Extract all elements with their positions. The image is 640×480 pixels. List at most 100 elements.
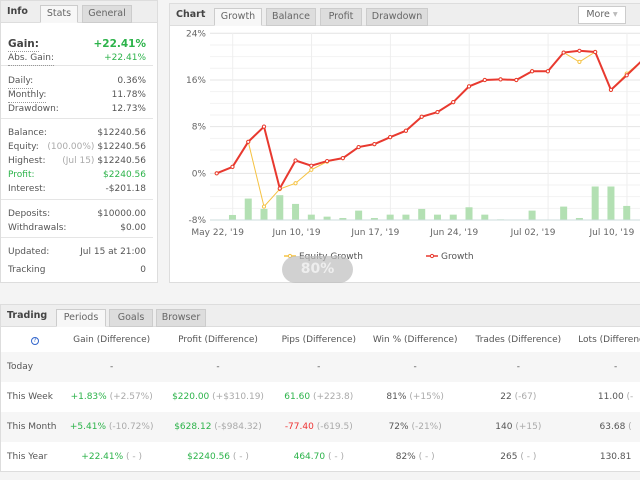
volume-bar — [370, 217, 378, 220]
info-value: 0 — [140, 265, 146, 275]
data-point — [277, 186, 282, 191]
x-tick-label: Jul 10, '19 — [589, 228, 635, 238]
tab-drawdown[interactable]: Drawdown — [366, 8, 428, 26]
volume-bar — [355, 210, 363, 220]
tab-stats[interactable]: Stats — [40, 5, 78, 23]
column-header[interactable]: Profit (Difference) — [178, 335, 258, 345]
info-title: Info — [7, 6, 28, 17]
info-label: Highest: — [8, 156, 46, 166]
data-point — [403, 128, 409, 133]
table-row: This Month +5.41% (-10.72%) $628.12 (-$984… — [1, 412, 640, 442]
table-cell: - — [413, 362, 417, 372]
data-point — [561, 50, 566, 55]
data-point — [214, 171, 219, 176]
volume-bar — [449, 214, 457, 220]
y-tick-label: 0% — [192, 169, 207, 179]
tab-balance[interactable]: Balance — [266, 8, 316, 26]
tab-general[interactable]: General — [82, 5, 132, 23]
tab-browser[interactable]: Browser — [156, 309, 206, 327]
tab-goals[interactable]: Goals — [109, 309, 153, 327]
data-point — [246, 139, 251, 144]
info-row-abs_gain: Abs. Gain: +22.41% — [8, 51, 146, 66]
info-row-tracking: Tracking 0 — [8, 263, 146, 277]
column-header[interactable]: Lots (Difference) — [578, 335, 640, 345]
data-point — [309, 163, 314, 168]
table-cell: $220.00 (+$310.19) — [172, 392, 264, 402]
series-line-1 — [216, 49, 640, 192]
tab-profit[interactable]: Profit — [320, 8, 362, 26]
info-value: Jul 15 at 21:00 — [80, 247, 146, 257]
period-label: This Year — [7, 452, 48, 462]
data-point — [372, 142, 377, 147]
data-point — [577, 48, 582, 53]
y-tick-label: -8% — [188, 216, 206, 226]
info-value: $0.00 — [120, 223, 146, 233]
column-header[interactable]: Pips (Difference) — [281, 335, 356, 345]
info-row-daily: Daily: 0.36% — [8, 74, 146, 89]
table-cell: - — [317, 362, 321, 372]
period-label: Today — [7, 362, 34, 372]
data-point — [356, 144, 361, 150]
volume-bar — [323, 216, 331, 220]
info-row-monthly: Monthly: 11.78% — [8, 88, 146, 103]
volume-bar — [339, 217, 347, 220]
table-cell: 82% ( - ) — [395, 452, 435, 462]
tab-periods[interactable]: Periods — [56, 309, 106, 327]
data-point — [261, 124, 267, 129]
info-label: Interest: — [8, 184, 46, 194]
info-value: $12240.56 — [97, 128, 146, 138]
trading-tabbar: Trading Periods Goals Browser — [1, 305, 640, 327]
volume-bar — [402, 214, 410, 220]
table-cell: 265 ( - ) — [500, 452, 537, 462]
volume-bar — [260, 208, 268, 220]
x-tick-label: Jun 24, '19 — [429, 228, 478, 238]
volume-bar — [228, 214, 236, 220]
volume-bar — [623, 205, 631, 220]
info-value: (100.00%) $12240.56 — [47, 142, 146, 152]
divider — [1, 118, 153, 119]
table-cell: 81% (+15%) — [386, 392, 444, 402]
x-tick-label: Jun 10, '19 — [272, 228, 321, 238]
info-value: +22.41% — [104, 53, 146, 63]
x-tick-label: Jul 02, '19 — [510, 228, 556, 238]
table-cell: +5.41% (-10.72%) — [69, 422, 154, 432]
chevron-down-icon: ▾ — [612, 9, 618, 20]
volume-bar — [528, 210, 536, 220]
data-point — [309, 167, 314, 172]
divider — [1, 237, 153, 238]
volume-bar — [418, 208, 426, 220]
data-point — [624, 73, 629, 78]
more-label: More — [586, 9, 610, 20]
volume-bar — [481, 214, 489, 220]
data-point — [530, 69, 535, 74]
info-row-deposits: Deposits: $10000.00 — [8, 207, 146, 221]
data-point — [608, 87, 614, 92]
column-header[interactable]: Gain (Difference) — [73, 335, 151, 345]
table-cell: -77.40 (-619.5) — [284, 422, 353, 432]
table-cell: +1.83% (+2.57%) — [70, 392, 153, 402]
data-point — [577, 59, 582, 64]
table-cell: - — [110, 362, 114, 372]
data-point — [340, 156, 345, 161]
data-point — [261, 204, 267, 209]
y-tick-label: 16% — [186, 76, 206, 86]
table-cell: - — [216, 362, 220, 372]
period-label: This Month — [7, 422, 57, 432]
column-header[interactable]: Win % (Difference) — [372, 335, 458, 345]
info-label: Balance: — [8, 128, 47, 138]
data-point — [482, 77, 487, 83]
info-label: Abs. Gain: — [8, 51, 55, 66]
column-header[interactable]: Trades (Difference) — [475, 335, 562, 345]
tab-growth[interactable]: Growth — [214, 8, 262, 26]
period-label: This Week — [7, 392, 53, 402]
help-icon[interactable]: ? — [1, 328, 61, 352]
volume-bar — [307, 214, 315, 220]
info-label: Tracking — [8, 265, 46, 275]
chart-tabbar: Chart Growth Balance Profit Drawdown Mor… — [170, 4, 640, 26]
info-value: $10000.00 — [97, 209, 146, 219]
table-cell: 72% (-21%) — [388, 422, 442, 432]
info-value: +22.41% — [93, 38, 146, 50]
info-row-updated: Updated: Jul 15 at 21:00 — [8, 245, 146, 259]
data-point — [419, 114, 424, 119]
more-dropdown[interactable]: More ▾ — [578, 6, 626, 24]
